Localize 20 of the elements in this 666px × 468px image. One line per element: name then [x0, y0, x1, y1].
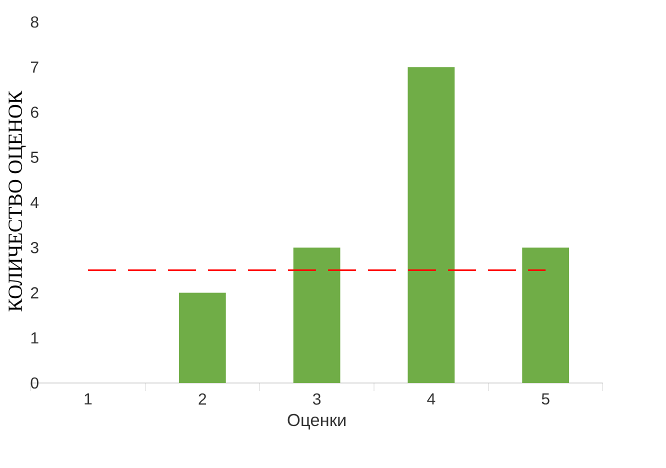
y-tick-label: 6: [30, 106, 38, 118]
y-tick-label: 1: [31, 332, 38, 344]
y-tick-label: 4: [30, 197, 39, 208]
y-tick-label: 8: [30, 16, 38, 28]
bar: [293, 248, 340, 383]
x-tick-label: 2: [198, 393, 206, 405]
y-tick-label: 2: [30, 287, 38, 298]
y-tick-label: 0: [30, 377, 38, 389]
bar: [522, 248, 570, 383]
x-axis-title: Оценки: [288, 414, 346, 430]
bar: [178, 292, 226, 383]
x-tick-label: 4: [427, 393, 436, 404]
y-tick-label: 5: [30, 152, 38, 163]
x-tick-label: 5: [542, 393, 550, 405]
bar: [408, 67, 455, 383]
y-tick-label: 3: [30, 242, 38, 254]
x-tick-label: 3: [312, 393, 321, 405]
y-tick-label: 7: [30, 62, 38, 73]
x-tick-label: 1: [84, 393, 92, 404]
y-axis-title: КОЛИЧЕСТВО ОЦЕНОК: [8, 90, 26, 312]
